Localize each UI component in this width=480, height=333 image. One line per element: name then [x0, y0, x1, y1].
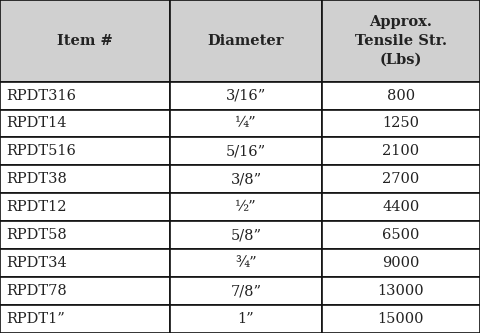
Text: 5/16”: 5/16” — [226, 145, 266, 159]
Bar — [0, 305, 170, 333]
Bar — [322, 221, 480, 249]
Bar — [170, 249, 322, 277]
Text: RPDT12: RPDT12 — [6, 200, 66, 214]
Bar — [170, 0, 322, 82]
Bar — [170, 138, 322, 166]
Bar — [170, 221, 322, 249]
Text: Item #: Item # — [57, 34, 113, 48]
Text: 2700: 2700 — [382, 172, 420, 186]
Bar — [170, 166, 322, 193]
Bar — [0, 166, 170, 193]
Bar — [0, 249, 170, 277]
Text: RPDT34: RPDT34 — [6, 256, 67, 270]
Text: 6500: 6500 — [382, 228, 420, 242]
Text: 3/8”: 3/8” — [230, 172, 262, 186]
Bar — [322, 193, 480, 221]
Bar — [170, 277, 322, 305]
Bar — [0, 138, 170, 166]
Text: 1”: 1” — [238, 312, 254, 326]
Bar — [322, 138, 480, 166]
Text: RPDT78: RPDT78 — [6, 284, 67, 298]
Bar — [322, 305, 480, 333]
Bar — [0, 277, 170, 305]
Text: RPDT1”: RPDT1” — [6, 312, 64, 326]
Bar — [322, 82, 480, 110]
Text: RPDT14: RPDT14 — [6, 117, 66, 131]
Text: ½”: ½” — [235, 200, 257, 214]
Bar — [170, 110, 322, 138]
Text: RPDT316: RPDT316 — [6, 89, 76, 103]
Text: 4400: 4400 — [382, 200, 420, 214]
Bar — [0, 221, 170, 249]
Bar — [322, 0, 480, 82]
Text: ¼”: ¼” — [235, 117, 257, 131]
Bar — [0, 0, 170, 82]
Text: 5/8”: 5/8” — [230, 228, 262, 242]
Text: 1250: 1250 — [382, 117, 420, 131]
Bar — [0, 193, 170, 221]
Text: 3/16”: 3/16” — [226, 89, 266, 103]
Text: 13000: 13000 — [377, 284, 424, 298]
Bar — [322, 110, 480, 138]
Text: Approx.
Tensile Str.
(Lbs): Approx. Tensile Str. (Lbs) — [355, 15, 447, 66]
Text: 800: 800 — [387, 89, 415, 103]
Text: 2100: 2100 — [382, 145, 420, 159]
Text: Diameter: Diameter — [208, 34, 284, 48]
Bar — [0, 82, 170, 110]
Text: ¾”: ¾” — [235, 256, 257, 270]
Text: 7/8”: 7/8” — [230, 284, 262, 298]
Text: 9000: 9000 — [382, 256, 420, 270]
Bar — [170, 82, 322, 110]
Bar — [322, 277, 480, 305]
Bar — [170, 193, 322, 221]
Text: RPDT38: RPDT38 — [6, 172, 67, 186]
Bar — [170, 305, 322, 333]
Bar — [322, 166, 480, 193]
Text: 15000: 15000 — [378, 312, 424, 326]
Bar — [322, 249, 480, 277]
Text: RPDT516: RPDT516 — [6, 145, 76, 159]
Text: RPDT58: RPDT58 — [6, 228, 67, 242]
Bar — [0, 110, 170, 138]
